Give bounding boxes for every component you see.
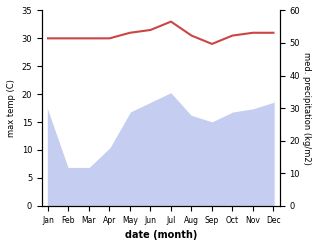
X-axis label: date (month): date (month) [125,230,197,240]
Y-axis label: max temp (C): max temp (C) [7,79,16,137]
Y-axis label: med. precipitation (kg/m2): med. precipitation (kg/m2) [302,52,311,165]
